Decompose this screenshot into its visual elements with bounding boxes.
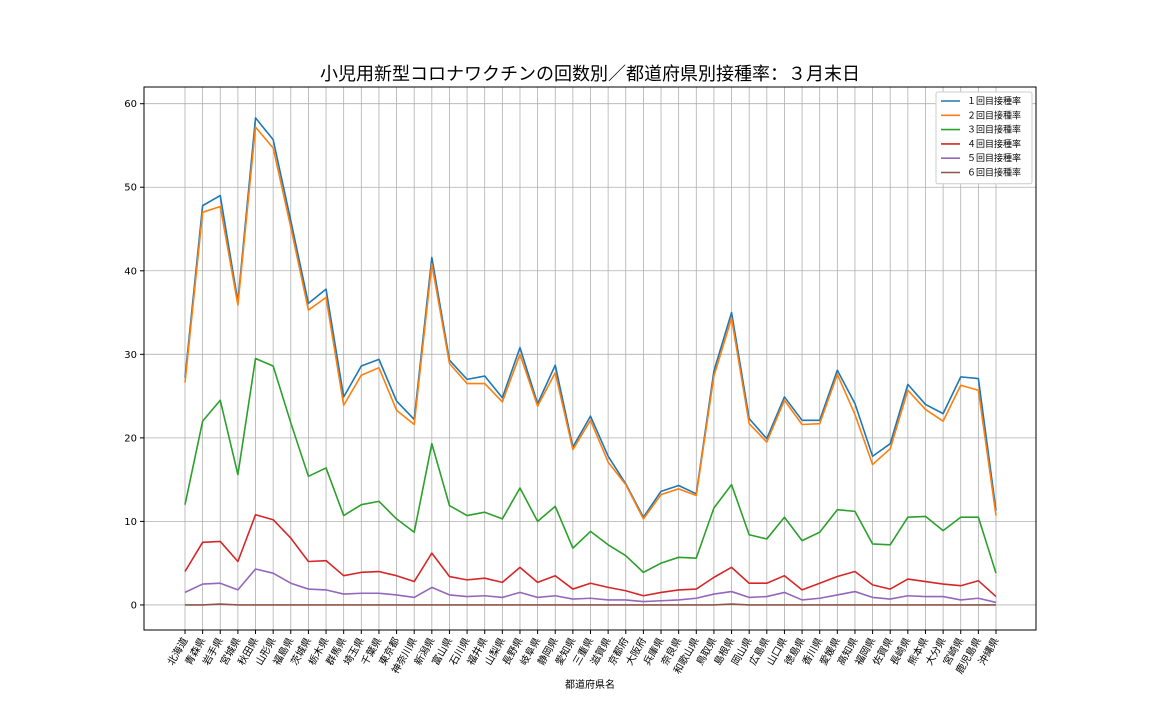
- y-tick-label: 10: [124, 517, 137, 528]
- y-tick-label: 60: [124, 99, 137, 110]
- y-tick-label: 0: [131, 600, 137, 611]
- legend-entry: ３回目接種率: [967, 124, 1021, 136]
- legend-entry: ４回目接種率: [967, 138, 1021, 150]
- series-line-6: [185, 603, 996, 606]
- series-line-3: [184, 357, 997, 574]
- series-lines: [184, 117, 997, 606]
- legend-entry: １回目接種率: [967, 95, 1021, 107]
- legend-entry: ５回目接種率: [967, 152, 1021, 164]
- series-line-4: [184, 513, 997, 598]
- y-tick-label: 40: [124, 266, 137, 277]
- y-tick-label: 30: [124, 350, 137, 361]
- legend-entry: ２回目接種率: [967, 109, 1021, 121]
- series-line-2: [184, 126, 997, 520]
- grid: [144, 87, 1036, 630]
- series-line-1: [184, 117, 997, 519]
- y-axis: 0 10 20 30 40 50 60: [124, 99, 144, 611]
- legend-entry: ６回目接種率: [967, 167, 1021, 179]
- series-line-5: [184, 568, 997, 604]
- y-tick-label: 20: [124, 433, 137, 444]
- legend: １回目接種率 ２回目接種率 ３回目接種率 ４回目接種率 ５回目接種率 ６回目接種率: [935, 91, 1033, 185]
- chart-title: 小児用新型コロナワクチンの回数別／都道府県別接種率：３月末日: [320, 64, 860, 85]
- x-axis-label: 都道府県名: [565, 678, 615, 691]
- x-axis: 北海道青森県岩手県宮城県秋田県山形県福島県茨城県栃木県群馬県埼玉県千葉県東京都神…: [164, 630, 1002, 676]
- y-tick-label: 50: [124, 183, 137, 194]
